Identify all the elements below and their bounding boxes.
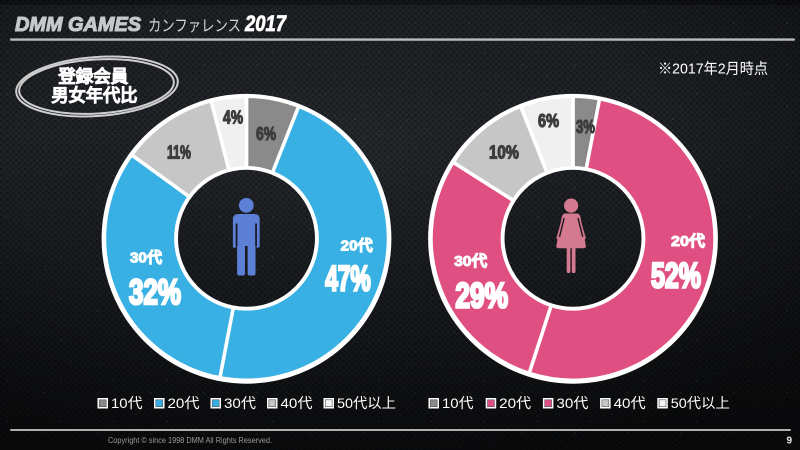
svg-text:10代: 10代 — [442, 395, 474, 411]
svg-text:20代: 20代 — [341, 236, 373, 254]
svg-text:30代: 30代 — [224, 395, 256, 411]
svg-text:40代: 40代 — [281, 395, 313, 411]
svg-text:20代: 20代 — [671, 232, 705, 250]
svg-text:20代: 20代 — [168, 395, 200, 411]
svg-text:9: 9 — [786, 436, 792, 447]
svg-text:DMM GAMES: DMM GAMES — [15, 14, 142, 36]
svg-text:※2017年2月時点: ※2017年2月時点 — [658, 61, 768, 78]
svg-text:20代: 20代 — [499, 395, 531, 411]
svg-text:11%: 11% — [167, 143, 191, 163]
svg-text:30代: 30代 — [454, 252, 487, 270]
svg-text:男女年代比: 男女年代比 — [51, 86, 137, 106]
svg-text:30代: 30代 — [130, 249, 162, 267]
svg-text:6%: 6% — [256, 124, 276, 144]
svg-text:50代以上: 50代以上 — [671, 395, 730, 411]
svg-text:登録会員: 登録会員 — [57, 67, 128, 87]
svg-text:カンファレンス: カンファレンス — [148, 18, 241, 35]
svg-text:40代: 40代 — [614, 395, 646, 411]
svg-text:32%: 32% — [129, 273, 181, 312]
svg-text:Copyright © since 1998 DMM All: Copyright © since 1998 DMM All Rights Re… — [108, 435, 272, 445]
svg-text:4%: 4% — [223, 108, 243, 128]
svg-text:2017: 2017 — [244, 11, 287, 36]
svg-text:10代: 10代 — [111, 395, 143, 411]
svg-text:29%: 29% — [455, 277, 508, 316]
svg-text:50代以上: 50代以上 — [337, 395, 396, 411]
svg-text:10%: 10% — [489, 143, 519, 163]
svg-text:30代: 30代 — [556, 395, 588, 411]
svg-text:47%: 47% — [325, 260, 370, 299]
svg-text:52%: 52% — [651, 257, 701, 296]
svg-text:3%: 3% — [576, 117, 595, 137]
svg-text:6%: 6% — [538, 111, 559, 131]
